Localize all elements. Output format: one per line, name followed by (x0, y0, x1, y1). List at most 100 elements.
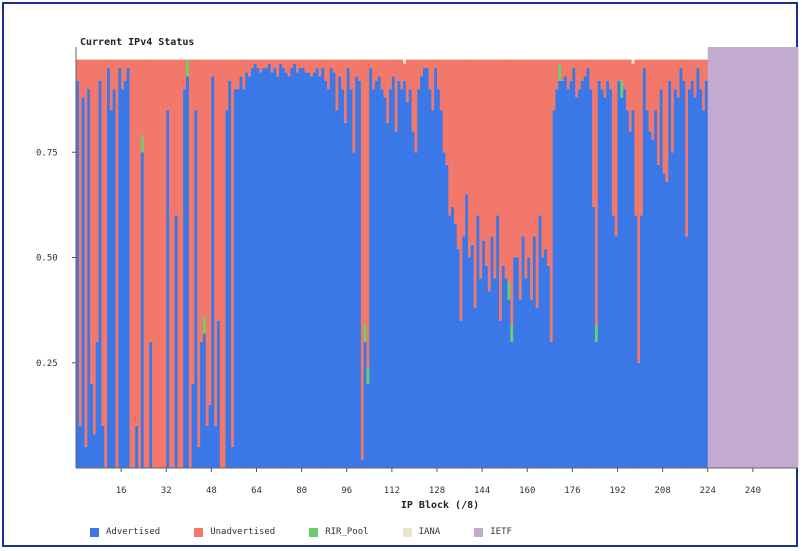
bar-unadvertised (507, 59, 511, 283)
bar-unadvertised (493, 59, 497, 279)
bar-unadvertised (250, 59, 254, 69)
bar-advertised (566, 89, 570, 468)
bar-unadvertised (389, 59, 393, 90)
x-tick-label: 16 (116, 486, 127, 496)
bar-unadvertised (217, 59, 221, 321)
bar-unadvertised (380, 59, 384, 90)
bar-advertised (366, 383, 370, 468)
bar-advertised (298, 68, 302, 469)
bar-unadvertised (225, 59, 229, 111)
bar-unadvertised (129, 59, 133, 468)
bar-advertised (499, 320, 503, 468)
bar-unadvertised (448, 59, 452, 216)
legend-item: Advertised (90, 527, 160, 537)
bar-unadvertised (617, 59, 621, 81)
bar-unadvertised (563, 59, 568, 77)
bar-advertised (338, 76, 342, 468)
bar-advertised (623, 89, 627, 468)
bar-advertised (518, 299, 522, 468)
bar-unadvertised (183, 59, 187, 90)
bar-advertised (592, 206, 596, 469)
bar-unadvertised (154, 59, 159, 468)
bar-advertised (279, 63, 283, 469)
bar-advertised (377, 76, 381, 468)
bar-unadvertised (208, 59, 212, 405)
bar-unadvertised (420, 59, 424, 77)
bar-unadvertised (665, 59, 669, 182)
bar-unadvertised (614, 59, 618, 237)
bar-ietf (716, 47, 720, 468)
bar-unadvertised (200, 59, 204, 342)
bar-unadvertised (248, 59, 252, 77)
bar-unadvertised (541, 59, 545, 258)
bar-unadvertised (417, 59, 421, 90)
bar-unadvertised (656, 59, 661, 165)
bar-advertised (273, 68, 277, 469)
bar-advertised (183, 89, 187, 468)
x-tick-label: 208 (654, 486, 670, 496)
bar-advertised (304, 72, 308, 468)
bar-unadvertised (343, 59, 348, 123)
bar-unadvertised (87, 59, 91, 90)
bar-unadvertised (346, 59, 350, 69)
bar-unadvertised (290, 59, 294, 69)
bar-advertised (403, 80, 407, 469)
bar-advertised (109, 110, 113, 469)
bar-rir-pool (507, 282, 511, 300)
bar-advertised (372, 89, 376, 468)
bar-unadvertised (374, 59, 379, 81)
bar-advertised (225, 110, 229, 469)
bar-unadvertised (642, 59, 647, 69)
bar-advertised (552, 110, 556, 469)
bar-ietf (713, 47, 717, 468)
bar-unadvertised (298, 59, 302, 69)
bar-unadvertised (521, 59, 525, 237)
legend-label: IETF (490, 527, 512, 537)
bar-unadvertised (140, 59, 144, 136)
x-tick-label: 128 (429, 486, 445, 496)
bar-advertised (470, 244, 474, 468)
bar-advertised (107, 68, 111, 469)
bar-advertised (287, 76, 291, 468)
bar-advertised (87, 89, 91, 468)
bar-advertised (580, 80, 584, 469)
bar-unadvertised (214, 59, 218, 426)
bar-advertised (693, 97, 697, 469)
bar-advertised (335, 110, 339, 469)
bar-advertised (431, 110, 435, 469)
bar-unadvertised (594, 59, 599, 325)
bar-unadvertised (487, 59, 491, 292)
bar-unadvertised (366, 59, 370, 367)
bar-advertised (307, 72, 311, 468)
bar-unadvertised (284, 59, 288, 73)
bar-unadvertised (468, 59, 472, 258)
bar-advertised (185, 76, 190, 468)
bar-unadvertised (422, 59, 427, 69)
bar-unadvertised (121, 59, 125, 90)
bar-unadvertised (81, 59, 85, 98)
bar-unadvertised (603, 59, 607, 98)
bar-unadvertised (606, 59, 610, 81)
bar-advertised (200, 341, 204, 468)
chart-title: Current IPv4 Status (80, 37, 195, 48)
bar-advertised (538, 215, 542, 468)
bar-advertised (194, 110, 198, 469)
bar-advertised (648, 131, 652, 468)
bar-unadvertised (383, 59, 387, 98)
bar-ietf (783, 47, 788, 468)
bar-rir-pool (185, 59, 190, 77)
bar-advertised (380, 89, 384, 468)
bar-unadvertised (152, 59, 156, 468)
bar-advertised (637, 362, 641, 468)
bar-unadvertised (501, 59, 505, 266)
bar-rir-pool (366, 366, 370, 384)
bar-advertised (515, 257, 520, 468)
bar-rir-pool (202, 316, 207, 334)
bar-advertised (397, 80, 401, 469)
bar-ietf (758, 47, 762, 468)
bar-unadvertised (575, 59, 579, 98)
bar-advertised (501, 265, 505, 468)
bar-unadvertised (107, 59, 111, 69)
bar-unadvertised (578, 59, 582, 90)
